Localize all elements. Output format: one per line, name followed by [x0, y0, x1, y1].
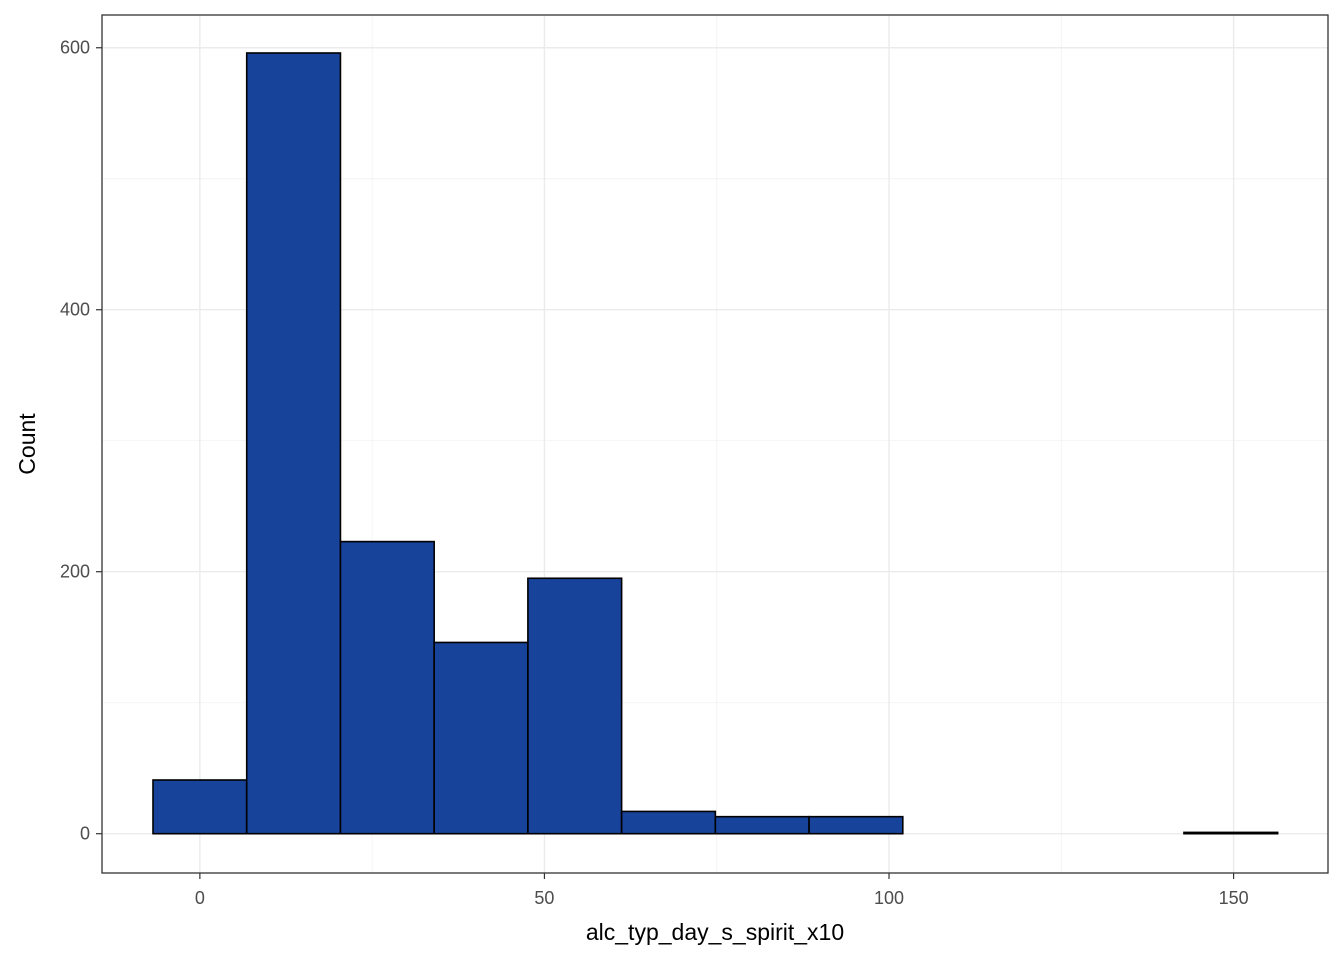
x-tick-label: 0: [195, 888, 205, 908]
panel-border: [101, 14, 1329, 874]
histogram-bar: [245, 52, 342, 835]
y-tick-label: 200: [60, 562, 90, 582]
x-axis-title: alc_typ_day_s_spirit_x10: [586, 919, 844, 945]
histogram-bar: [433, 641, 529, 835]
y-tick-label: 0: [80, 824, 90, 844]
y-tick-label: 400: [60, 300, 90, 320]
histogram-bar: [808, 815, 904, 835]
x-tick-label: 150: [1219, 888, 1249, 908]
y-tick-label: 600: [60, 38, 90, 58]
histogram-bar: [620, 810, 717, 835]
x-tick-label: 100: [874, 888, 904, 908]
x-tick-label: 50: [534, 888, 554, 908]
histogram-bar: [714, 815, 810, 835]
histogram-bars: [152, 52, 1279, 835]
y-axis-title: Count: [14, 413, 40, 475]
histogram-bar: [527, 577, 623, 835]
histogram-bar: [1183, 831, 1279, 835]
histogram-bar: [339, 540, 435, 835]
axis-ticks: 0 50 100 150 0 200 400 600: [60, 38, 1249, 908]
histogram-bar: [152, 779, 248, 835]
